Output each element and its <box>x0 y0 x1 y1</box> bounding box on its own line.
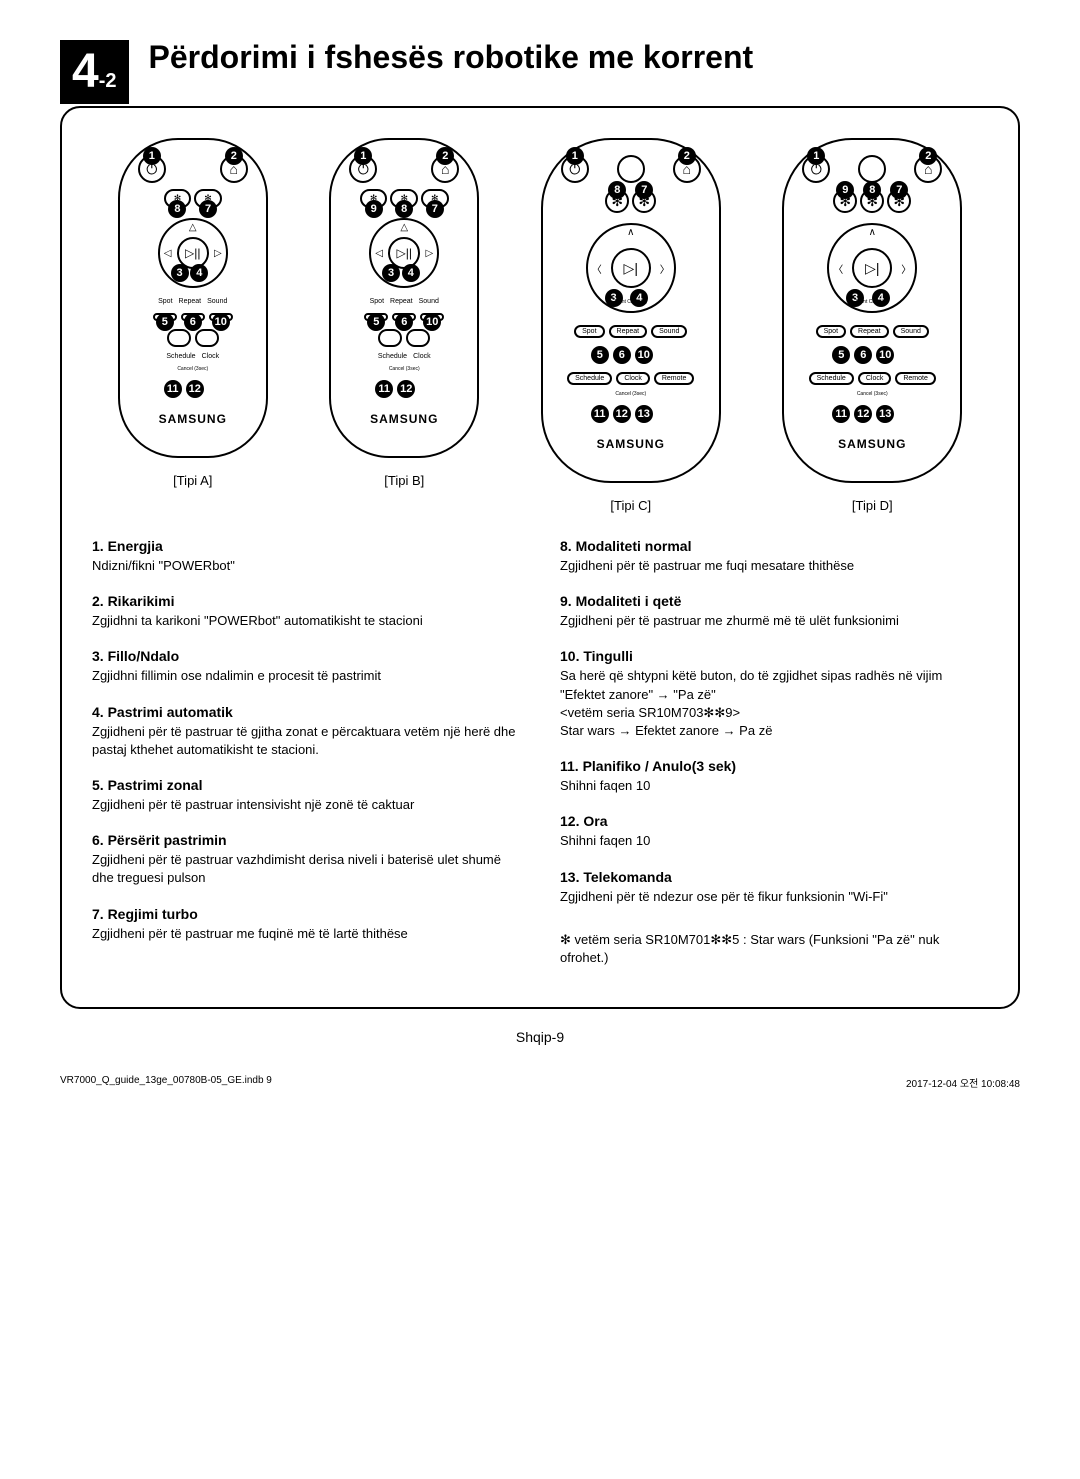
schedule-btn: Schedule <box>567 372 612 385</box>
remote-b: ⏻1 ⌂2 ✻9 ✻8 ✻7 △ ◁ ▷ ▷|| 3 4 Spot <box>329 138 479 458</box>
dpad: ∧ 〈 〉 ▷| 3 4 Point Cleaning <box>827 223 917 313</box>
remotes-row: ⏻1 ⌂2 ✻8 ✻7 △ ◁ ▷ ▷|| 3 4 Spot Repea <box>92 138 988 513</box>
dpad: ∧ 〈 〉 ▷| 3 4 Point Cleaning <box>586 223 676 313</box>
remote-c: ⏻1 ⌂2 ✻8 ✻7 ∧ 〈 〉 ▷| 3 4 Point Cleaning <box>541 138 721 483</box>
blank-icon <box>617 155 645 183</box>
sound-btn: 10 <box>420 313 444 321</box>
schedule-btn: Schedule <box>809 372 854 385</box>
section-title: Përdorimi i fshesës robotike me korrent <box>149 40 754 75</box>
play-next-icon: ▷| <box>852 248 892 288</box>
home-icon: ⌂2 <box>914 155 942 183</box>
power-icon: ⏻1 <box>561 155 589 183</box>
dpad: △ ◁ ▷ ▷|| 3 4 <box>369 218 439 288</box>
page-number: Shqip-9 <box>60 1029 1020 1045</box>
dpad: △ ◁ ▷ ▷|| 3 4 <box>158 218 228 288</box>
blank-btn <box>167 329 191 347</box>
feature-item: 2. RikarikimiZgjidhni ta karikoni "POWER… <box>92 593 520 630</box>
play-next-icon: ▷| <box>611 248 651 288</box>
blank-btn <box>378 329 402 347</box>
sound-btn: 10 <box>209 313 233 321</box>
remote-a: ⏻1 ⌂2 ✻8 ✻7 △ ◁ ▷ ▷|| 3 4 Spot Repea <box>118 138 268 458</box>
clock-btn: Clock <box>616 372 650 385</box>
power-icon: ⏻1 <box>349 155 377 183</box>
type-label: [Tipi B] <box>384 473 424 488</box>
right-column: 8. Modaliteti normalZgjidheni për të pas… <box>560 538 988 967</box>
mode-btn: ✻8 <box>390 189 418 208</box>
type-label: [Tipi C] <box>610 498 651 513</box>
home-icon: ⌂2 <box>431 155 459 183</box>
type-label: [Tipi A] <box>173 473 212 488</box>
repeat-btn: Repeat <box>609 325 648 338</box>
feature-item: 13. TelekomandaZgjidheni për të ndezur o… <box>560 869 988 906</box>
remote-block-a: ⏻1 ⌂2 ✻8 ✻7 △ ◁ ▷ ▷|| 3 4 Spot Repea <box>118 138 268 488</box>
feature-item: 11. Planifiko / Anulo(3 sek)Shihni faqen… <box>560 758 988 795</box>
mode-btn: ✻8 <box>860 189 884 213</box>
spot-btn: 5 <box>153 313 177 321</box>
feature-item: 12. OraShihni faqen 10 <box>560 813 988 850</box>
section-num: 4 <box>72 45 99 98</box>
mode-btn: ✻9 <box>833 189 857 213</box>
sound-btn: Sound <box>651 325 687 338</box>
power-icon: ⏻1 <box>802 155 830 183</box>
feature-item: 4. Pastrimi automatikZgjidheni për të pa… <box>92 704 520 759</box>
home-icon: ⌂2 <box>220 155 248 183</box>
mode-btn: ✻9 <box>360 189 388 208</box>
spot-btn: 5 <box>364 313 388 321</box>
remote-block-d: ⏻1 ⌂2 ✻9 ✻8 ✻7 ∧ 〈 〉 ▷| 3 4 Point Cleani… <box>782 138 962 513</box>
mode-btn: ✻7 <box>632 189 656 213</box>
repeat-btn: 6 <box>181 313 205 321</box>
file-name: VR7000_Q_guide_13ge_00780B-05_GE.indb 9 <box>60 1075 272 1090</box>
blank-btn <box>406 329 430 347</box>
brand-logo: SAMSUNG <box>838 437 906 451</box>
print-date: 2017-12-04 오전 10:08:48 <box>906 1075 1020 1090</box>
remote-block-b: ⏻1 ⌂2 ✻9 ✻8 ✻7 △ ◁ ▷ ▷|| 3 4 Spot <box>329 138 479 488</box>
content-frame: ⏻1 ⌂2 ✻8 ✻7 △ ◁ ▷ ▷|| 3 4 Spot Repea <box>60 106 1020 1009</box>
footer-meta: VR7000_Q_guide_13ge_00780B-05_GE.indb 9 … <box>60 1075 1020 1090</box>
power-icon: ⏻1 <box>138 155 166 183</box>
blank-btn <box>195 329 219 347</box>
remote-d: ⏻1 ⌂2 ✻9 ✻8 ✻7 ∧ 〈 〉 ▷| 3 4 Point Cleani… <box>782 138 962 483</box>
feature-item: 7. Regjimi turboZgjidheni për të pastrua… <box>92 906 520 943</box>
section-badge: 4-2 <box>60 40 129 104</box>
feature-item: 6. Përsërit pastriminZgjidheni për të pa… <box>92 832 520 887</box>
features-columns: 1. EnergjiaNdizni/fikni "POWERbot" 2. Ri… <box>92 538 988 967</box>
remote-block-c: ⏻1 ⌂2 ✻8 ✻7 ∧ 〈 〉 ▷| 3 4 Point Cleaning <box>541 138 721 513</box>
brand-logo: SAMSUNG <box>370 412 438 426</box>
brand-logo: SAMSUNG <box>597 437 665 451</box>
mode-btn: ✻7 <box>421 189 449 208</box>
remote-btn: Remote <box>895 372 936 385</box>
mode-btn: ✻7 <box>887 189 911 213</box>
blank-icon <box>858 155 886 183</box>
footnote: ✻ vetëm seria SR10M701✻✻5 : Star wars (F… <box>560 931 988 967</box>
repeat-btn: Repeat <box>850 325 889 338</box>
clock-btn: Clock <box>858 372 892 385</box>
brand-logo: SAMSUNG <box>159 412 227 426</box>
sound-btn: Sound <box>893 325 929 338</box>
spot-btn: Spot <box>816 325 846 338</box>
feature-item: 1. EnergjiaNdizni/fikni "POWERbot" <box>92 538 520 575</box>
page-header: 4-2 Përdorimi i fshesës robotike me korr… <box>60 40 1020 104</box>
feature-item: 5. Pastrimi zonalZgjidheni për të pastru… <box>92 777 520 814</box>
feature-item: 3. Fillo/NdaloZgjidhni fillimin ose ndal… <box>92 648 520 685</box>
feature-item: 10. TingulliSa herë që shtypni këtë buto… <box>560 648 988 740</box>
mode-btn: ✻8 <box>605 189 629 213</box>
repeat-btn: 6 <box>392 313 416 321</box>
section-sub: -2 <box>99 70 117 92</box>
left-column: 1. EnergjiaNdizni/fikni "POWERbot" 2. Ri… <box>92 538 520 967</box>
feature-item: 8. Modaliteti normalZgjidheni për të pas… <box>560 538 988 575</box>
mode-btn: ✻7 <box>194 189 222 208</box>
spot-btn: Spot <box>574 325 604 338</box>
mode-btn: ✻8 <box>164 189 192 208</box>
type-label: [Tipi D] <box>852 498 893 513</box>
remote-btn: Remote <box>654 372 695 385</box>
home-icon: ⌂2 <box>673 155 701 183</box>
feature-item: 9. Modaliteti i qetëZgjidheni për të pas… <box>560 593 988 630</box>
